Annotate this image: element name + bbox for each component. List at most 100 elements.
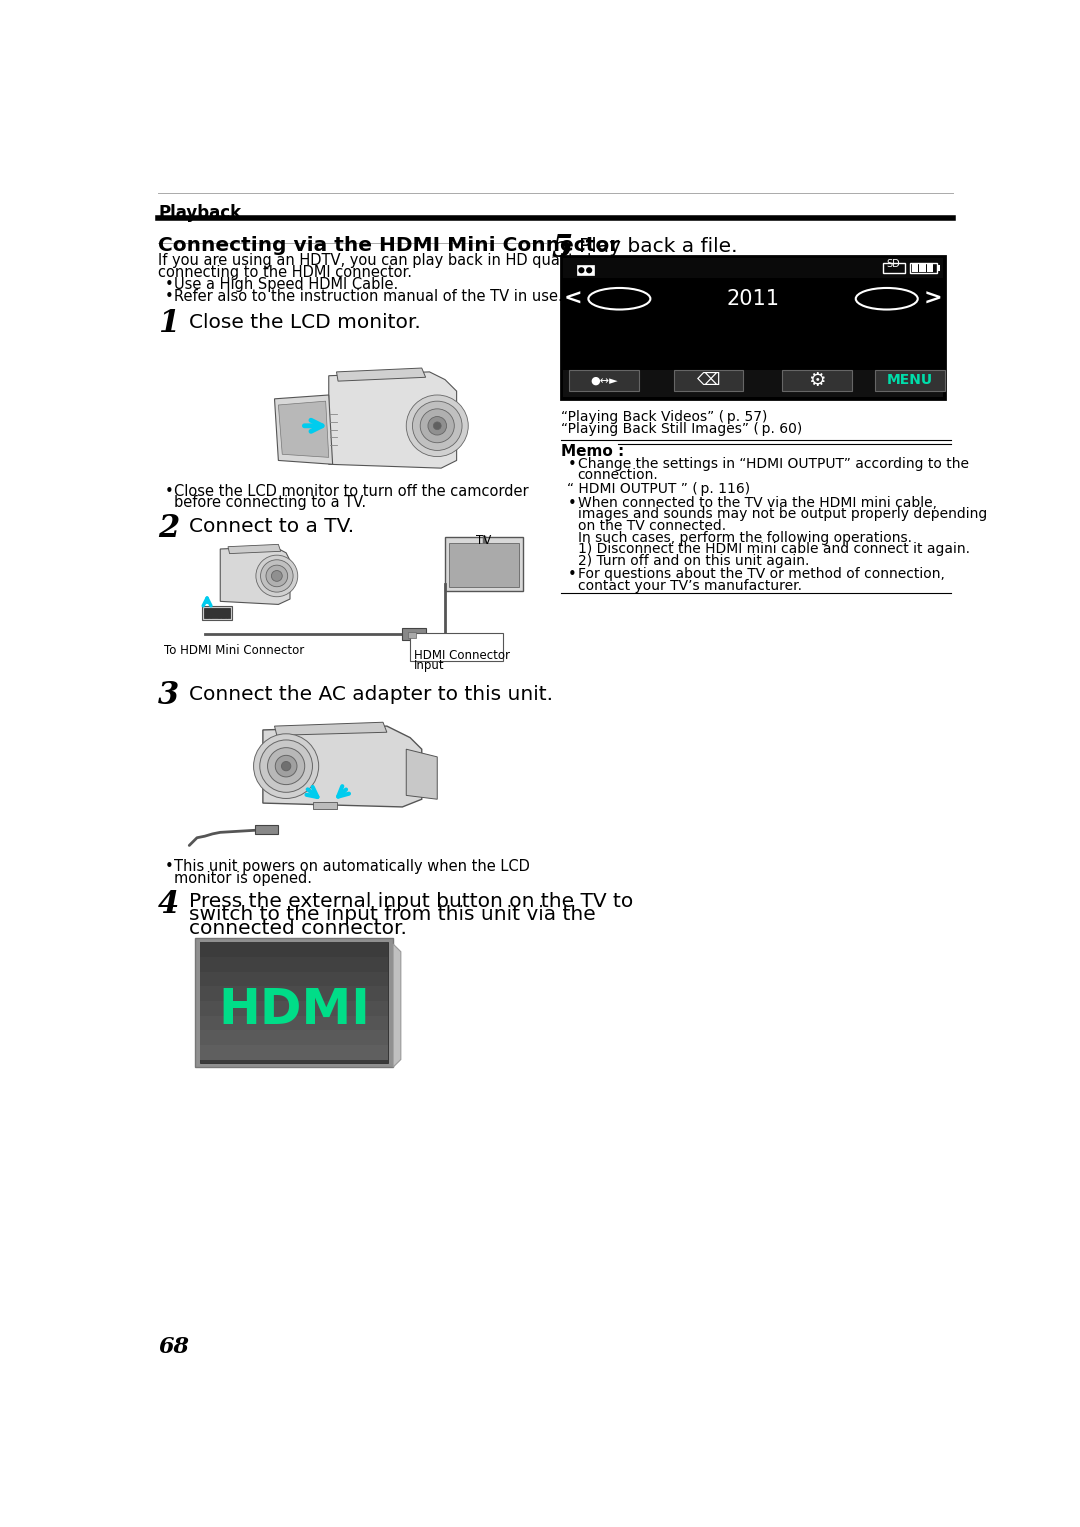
- Bar: [445, 538, 523, 591]
- Text: •: •: [567, 496, 577, 512]
- Polygon shape: [279, 402, 328, 458]
- Text: Connect to a TV.: Connect to a TV.: [189, 518, 354, 536]
- Bar: [403, 628, 426, 640]
- Text: Playback: Playback: [159, 205, 241, 221]
- Polygon shape: [262, 727, 422, 806]
- Polygon shape: [220, 547, 291, 605]
- Bar: [410, 632, 503, 661]
- Text: Use a High Speed HDMI Cable.: Use a High Speed HDMI Cable.: [174, 278, 399, 292]
- Text: HDMI Connector: HDMI Connector: [414, 649, 510, 663]
- Circle shape: [578, 267, 584, 273]
- Bar: [202, 606, 232, 620]
- Text: HDMI: HDMI: [207, 612, 230, 621]
- Bar: [882, 263, 905, 273]
- Bar: [674, 370, 743, 391]
- Text: 2) Turn off and on this unit again.: 2) Turn off and on this unit again.: [578, 554, 809, 568]
- Circle shape: [428, 417, 446, 435]
- Text: Close the LCD monitor to turn off the camcorder: Close the LCD monitor to turn off the ca…: [174, 484, 528, 498]
- Bar: [313, 802, 337, 809]
- Bar: [200, 942, 389, 1063]
- Bar: [449, 542, 518, 588]
- Text: Input: Input: [414, 660, 445, 672]
- Text: 1) Disconnect the HDMI mini cable and connect it again.: 1) Disconnect the HDMI mini cable and co…: [578, 542, 970, 556]
- Text: before connecting to a TV.: before connecting to a TV.: [174, 495, 366, 510]
- Text: 2011: 2011: [726, 289, 779, 308]
- Text: For questions about the TV or method of connection,: For questions about the TV or method of …: [578, 568, 944, 582]
- Text: In such cases, perform the following operations.: In such cases, perform the following ope…: [578, 530, 912, 545]
- Circle shape: [275, 756, 297, 777]
- Text: To HDMI Mini Connector: To HDMI Mini Connector: [164, 644, 305, 657]
- Text: •: •: [164, 289, 173, 304]
- Circle shape: [260, 560, 293, 592]
- Circle shape: [268, 748, 305, 785]
- Polygon shape: [393, 944, 401, 1067]
- Bar: [910, 263, 937, 273]
- Circle shape: [420, 409, 455, 443]
- Bar: [195, 938, 393, 1067]
- Polygon shape: [328, 373, 457, 469]
- Text: “Playing Back Still Images” ( p. 60): “Playing Back Still Images” ( p. 60): [562, 421, 802, 435]
- Circle shape: [433, 421, 441, 429]
- Bar: [927, 264, 933, 272]
- Text: This unit powers on automatically when the LCD: This unit powers on automatically when t…: [174, 860, 529, 875]
- Text: Close the LCD monitor.: Close the LCD monitor.: [189, 313, 421, 331]
- Text: TV: TV: [476, 533, 491, 547]
- Bar: [562, 257, 945, 399]
- Bar: [200, 986, 389, 1002]
- Polygon shape: [228, 544, 281, 554]
- Text: HDMI: HDMI: [218, 986, 369, 1034]
- Text: “Playing Back Videos” ( p. 57): “Playing Back Videos” ( p. 57): [562, 409, 768, 423]
- Text: When connected to the TV via the HDMI mini cable,: When connected to the TV via the HDMI mi…: [578, 496, 936, 510]
- Bar: [200, 1044, 389, 1060]
- Bar: [255, 825, 279, 834]
- Bar: [200, 1031, 389, 1044]
- Text: 5: 5: [551, 234, 572, 264]
- Text: •: •: [567, 568, 577, 582]
- Text: switch to the input from this unit via the: switch to the input from this unit via t…: [189, 906, 596, 924]
- Bar: [200, 957, 389, 971]
- Text: SD: SD: [887, 260, 901, 269]
- Text: 2: 2: [159, 513, 179, 544]
- Text: connection.: connection.: [578, 469, 659, 483]
- Bar: [563, 370, 943, 397]
- Bar: [912, 264, 918, 272]
- Text: 3: 3: [159, 680, 179, 712]
- Text: connected connector.: connected connector.: [189, 919, 407, 939]
- Bar: [200, 1015, 389, 1031]
- Text: 4: 4: [159, 889, 179, 919]
- Polygon shape: [406, 750, 437, 799]
- Text: Play back a file.: Play back a file.: [579, 237, 738, 257]
- Polygon shape: [274, 395, 333, 464]
- Text: Press the external input button on the TV to: Press the external input button on the T…: [189, 892, 634, 910]
- Bar: [577, 264, 594, 275]
- Text: 68: 68: [159, 1336, 189, 1358]
- Bar: [563, 258, 943, 278]
- Text: HDMI: HDMI: [207, 611, 228, 617]
- Bar: [782, 370, 852, 391]
- Circle shape: [413, 402, 462, 450]
- Bar: [875, 370, 945, 391]
- Text: •: •: [164, 860, 173, 875]
- Text: •: •: [567, 457, 577, 472]
- Circle shape: [282, 762, 291, 771]
- Bar: [204, 608, 230, 618]
- Text: ⌫: ⌫: [697, 371, 720, 389]
- Circle shape: [254, 734, 319, 799]
- Text: “ HDMI OUTPUT ” ( p. 116): “ HDMI OUTPUT ” ( p. 116): [567, 483, 751, 496]
- Text: Memo :: Memo :: [562, 443, 624, 458]
- Text: Change the settings in “HDMI OUTPUT” according to the: Change the settings in “HDMI OUTPUT” acc…: [578, 457, 969, 470]
- Text: connecting to the HDMI connector.: connecting to the HDMI connector.: [159, 264, 413, 279]
- Text: •: •: [164, 278, 173, 292]
- Bar: [200, 942, 389, 957]
- Bar: [937, 264, 941, 270]
- Text: Connect the AC adapter to this unit.: Connect the AC adapter to this unit.: [189, 684, 553, 704]
- Circle shape: [406, 395, 469, 457]
- Text: monitor is opened.: monitor is opened.: [174, 870, 312, 886]
- Text: contact your TV’s manufacturer.: contact your TV’s manufacturer.: [578, 579, 801, 592]
- Text: ●↔►: ●↔►: [590, 376, 618, 385]
- Text: If you are using an HDTV, you can play back in HD quality by: If you are using an HDTV, you can play b…: [159, 253, 605, 269]
- Circle shape: [586, 267, 592, 273]
- Text: Connecting via the HDMI Mini Connector: Connecting via the HDMI Mini Connector: [159, 235, 620, 255]
- Text: >: >: [923, 289, 943, 308]
- Text: ⚙: ⚙: [808, 371, 826, 389]
